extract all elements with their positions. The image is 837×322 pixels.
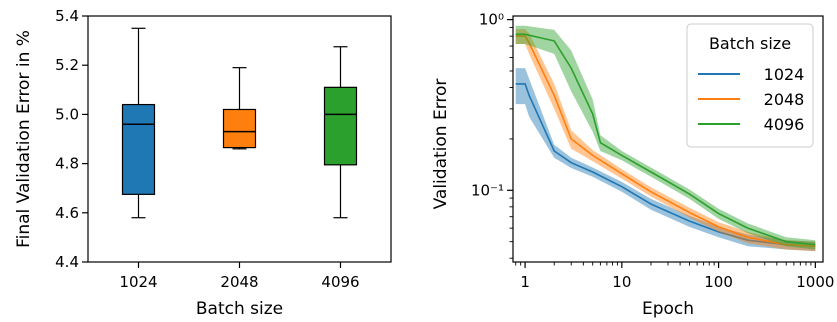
line-panel: 10⁰ 10⁻¹ 1 10 100 1000 Epoch Validation Erro…: [431, 11, 834, 319]
boxplot-x-axis-title: Batch size: [196, 299, 283, 319]
y-tick-label: 4.8: [55, 155, 79, 173]
box-4096: [323, 46, 358, 219]
legend-label: 1024: [764, 65, 805, 84]
series-2048: [515, 29, 816, 252]
boxplot-y-axis-title: Final Validation Error in %: [14, 30, 34, 248]
line-series: [515, 25, 816, 252]
iqr-box: [222, 108, 257, 149]
line-x-ticks: 1 10 100 1000: [515, 262, 834, 291]
series-band: [515, 25, 816, 250]
x-tick-label: 10: [612, 273, 631, 291]
x-tick-label: 1000: [796, 273, 834, 291]
line-y-axis-title: Validation Error: [431, 79, 451, 210]
boxplot-x-ticks: 1024 2048 4096: [119, 262, 360, 291]
x-tick-label: 1: [520, 273, 530, 291]
x-tick-label: 2048: [220, 273, 258, 291]
iqr-box: [121, 103, 156, 195]
series-1024: [515, 68, 816, 252]
legend-item-1024: 1024: [698, 65, 804, 84]
x-tick-label: 4096: [321, 273, 359, 291]
legend-box: [686, 23, 814, 148]
y-tick-label: 10⁻¹: [471, 181, 504, 199]
legend: Batch size 1024 2048 4096: [686, 23, 814, 148]
x-tick-label: 1024: [119, 273, 157, 291]
y-tick-label: 5.4: [55, 7, 79, 25]
series-4096: [515, 25, 816, 250]
series-band: [515, 68, 816, 252]
y-tick-label: 4.6: [55, 204, 79, 222]
y-tick-label: 10⁰: [479, 11, 504, 29]
y-tick-label: 5.2: [55, 56, 79, 74]
boxplot-y-ticks: 4.4 4.6 4.8 5.0 5.2 5.4: [55, 7, 88, 271]
series-line: [515, 83, 816, 247]
legend-label: 4096: [764, 115, 805, 134]
series-line: [515, 33, 816, 246]
line-x-axis-title: Epoch: [642, 299, 694, 319]
series-line: [515, 35, 816, 247]
boxplot-boxes: [121, 27, 358, 219]
line-y-ticks: 10⁰ 10⁻¹: [471, 11, 513, 259]
y-tick-label: 4.4: [55, 253, 79, 271]
iqr-box: [323, 86, 358, 166]
box-1024: [121, 27, 156, 219]
legend-item-2048: 2048: [698, 90, 804, 109]
box-2048: [222, 67, 257, 150]
x-tick-label: 100: [704, 273, 733, 291]
series-band: [515, 29, 816, 252]
legend-label: 2048: [764, 90, 805, 109]
y-tick-label: 5.0: [55, 105, 79, 123]
legend-item-4096: 4096: [698, 115, 804, 134]
legend-title: Batch size: [709, 34, 791, 53]
legend-items: 1024 2048 4096: [698, 65, 804, 134]
boxplot-panel: 4.4 4.6 4.8 5.0 5.2 5.4 1024 2048 4096 Batch si…: [14, 7, 392, 319]
